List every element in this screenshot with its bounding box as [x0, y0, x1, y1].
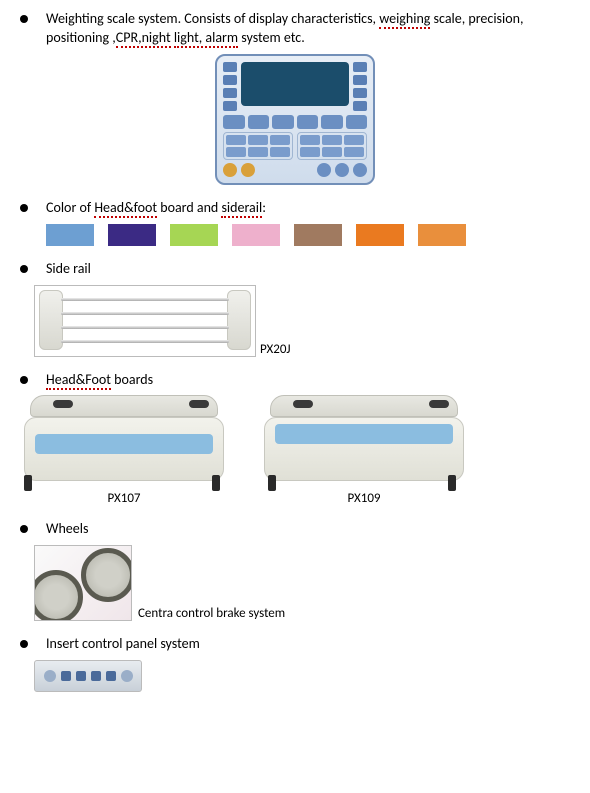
- section-siderail: Side rail PX20J: [20, 260, 570, 357]
- bullet-icon: [20, 204, 28, 212]
- color-swatch: [108, 224, 156, 246]
- section-weighting: Weighting scale system. Consists of disp…: [20, 10, 570, 185]
- board-code: PX109: [264, 491, 464, 506]
- color-swatch: [170, 224, 218, 246]
- color-swatch: [232, 224, 280, 246]
- bullet-icon: [20, 525, 28, 533]
- insert-panel-image: [34, 660, 142, 692]
- section-colors: Color of Head&foot board and siderail:: [20, 199, 570, 246]
- weighting-text: Weighting scale system. Consists of disp…: [46, 10, 570, 48]
- siderail-code: PX20J: [260, 342, 291, 357]
- section-boards: Head&Foot boards PX107 PX109: [20, 371, 570, 507]
- board-code: PX107: [24, 491, 224, 506]
- bullet-icon: [20, 15, 28, 23]
- section-insert: Insert control panel system: [20, 635, 570, 692]
- color-text: Color of Head&foot board and siderail:: [46, 199, 570, 218]
- wheels-image: [34, 545, 132, 621]
- color-swatch: [356, 224, 404, 246]
- boards-label: Head&Foot boards: [46, 371, 570, 390]
- wheels-label: Wheels: [46, 520, 570, 539]
- color-swatch: [418, 224, 466, 246]
- bullet-icon: [20, 640, 28, 648]
- bullet-icon: [20, 376, 28, 384]
- board-item: PX109: [264, 395, 464, 506]
- color-swatch: [294, 224, 342, 246]
- siderail-image: [34, 285, 256, 357]
- insert-label: Insert control panel system: [46, 635, 570, 654]
- color-swatch: [46, 224, 94, 246]
- bullet-icon: [20, 265, 28, 273]
- color-swatch-row: [46, 224, 570, 246]
- wheels-caption: Centra control brake system: [138, 606, 285, 621]
- board-item: PX107: [24, 395, 224, 506]
- section-wheels: Wheels Centra control brake system: [20, 520, 570, 621]
- siderail-label: Side rail: [46, 260, 570, 279]
- display-screen: [241, 62, 349, 106]
- control-panel-image: [215, 54, 375, 185]
